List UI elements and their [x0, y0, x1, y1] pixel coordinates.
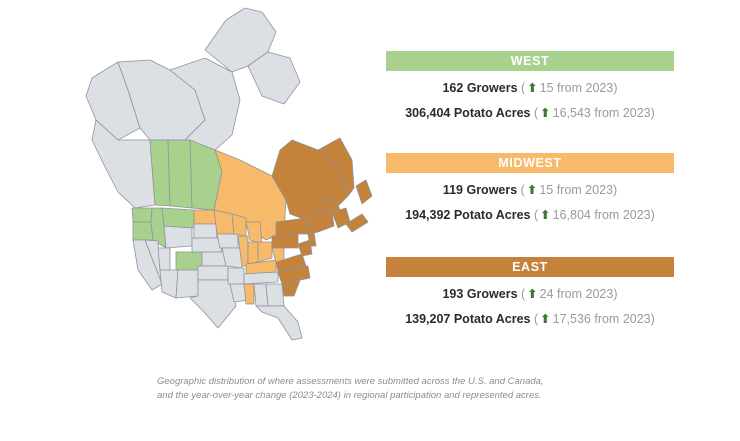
arctic-islands: [204, 7, 277, 73]
acres-stat-midwest: 194,392 Potato Acres (⬆ 16,804 from 2023): [386, 206, 674, 225]
paren-open: (: [521, 81, 526, 95]
growers-stat-west: 162 Growers (⬆ 15 from 2023): [386, 79, 674, 98]
maine: [319, 195, 341, 215]
paren-close: ): [613, 287, 618, 301]
south-carolina: [281, 279, 301, 297]
saskatchewan: [167, 139, 193, 209]
oklahoma: [197, 265, 229, 281]
georgia: [265, 283, 285, 307]
north-dakota: [193, 209, 217, 225]
paren-open: (: [533, 106, 539, 120]
region-banner-west: WEST: [386, 51, 674, 71]
baffin-island: [247, 51, 301, 105]
minnesota: [213, 209, 235, 235]
newfoundland: [355, 179, 373, 205]
mississippi: [243, 283, 255, 305]
iowa: [216, 233, 239, 249]
up-arrow-icon: ⬆: [540, 208, 551, 222]
up-arrow-icon: ⬆: [527, 81, 538, 95]
new-england: [305, 209, 335, 235]
region-panel-midwest: MIDWEST 119 Growers (⬆ 15 from 2023) 194,…: [386, 153, 674, 225]
tennessee: [243, 271, 279, 285]
wyoming: [163, 225, 193, 249]
region-banner-midwest: MIDWEST: [386, 153, 674, 173]
up-arrow-icon: ⬆: [527, 287, 538, 301]
acres-change: 16,804 from 2023: [552, 208, 651, 222]
montana: [161, 207, 195, 229]
indiana: [247, 241, 259, 265]
acres-change: 16,543 from 2023: [552, 106, 651, 120]
new-mexico: [175, 269, 199, 299]
new-york: [275, 217, 311, 237]
paren-close: ): [650, 312, 655, 326]
nebraska: [191, 237, 223, 253]
up-arrow-icon: ⬆: [540, 312, 551, 326]
growers-change: 15 from 2023: [539, 81, 614, 95]
region-panel-east: EAST 193 Growers (⬆ 24 from 2023) 139,207…: [386, 257, 674, 329]
growers-change: 15 from 2023: [539, 183, 613, 197]
idaho: [150, 207, 167, 249]
maryland-delaware: [297, 239, 313, 257]
up-arrow-icon: ⬆: [526, 183, 538, 197]
growers-stat-east: 193 Growers (⬆ 24 from 2023): [386, 285, 674, 304]
map-caption: Geographic distribution of where assessm…: [157, 376, 544, 401]
ohio: [257, 241, 273, 263]
region-panel-west: WEST 162 Growers (⬆ 15 from 2023) 306,404…: [386, 51, 674, 123]
washington: [131, 207, 153, 223]
paren-open: (: [533, 208, 539, 222]
labrador: [317, 137, 355, 197]
acres-stat-west: 306,404 Potato Acres (⬆ 16,543 from 2023): [386, 104, 674, 123]
acres-count: 306,404 Potato Acres: [405, 106, 531, 120]
california: [132, 239, 163, 291]
nova-scotia: [345, 213, 369, 233]
wisconsin: [231, 213, 247, 237]
acres-count: 139,207 Potato Acres: [405, 312, 531, 326]
arizona: [159, 269, 179, 299]
acres-change: 17,536 from 2023: [552, 312, 651, 326]
growers-count: 119 Growers: [442, 183, 518, 197]
growers-change: 24 from 2023: [539, 287, 614, 301]
growers-count: 193 Growers: [442, 287, 518, 301]
kansas: [201, 251, 227, 267]
paren-close: ): [613, 183, 618, 197]
oregon: [132, 221, 154, 241]
paren-close: ): [650, 106, 655, 120]
paren-open: (: [520, 183, 525, 197]
up-arrow-icon: ⬆: [540, 106, 551, 120]
utah: [157, 247, 171, 271]
acres-stat-east: 139,207 Potato Acres (⬆ 17,536 from 2023): [386, 310, 674, 329]
growers-count: 162 Growers: [442, 81, 518, 95]
south-dakota: [193, 223, 218, 239]
growers-stat-midwest: 119 Growers (⬆ 15 from 2023): [386, 181, 674, 200]
paren-close: ): [650, 208, 655, 222]
paren-close: ): [613, 81, 618, 95]
acres-count: 194,392 Potato Acres: [405, 208, 531, 222]
nunavut: [169, 57, 241, 151]
region-banner-east: EAST: [386, 257, 674, 277]
arkansas: [227, 267, 245, 285]
paren-open: (: [521, 287, 526, 301]
florida: [255, 305, 303, 341]
paren-open: (: [533, 312, 539, 326]
north-carolina: [277, 265, 311, 285]
